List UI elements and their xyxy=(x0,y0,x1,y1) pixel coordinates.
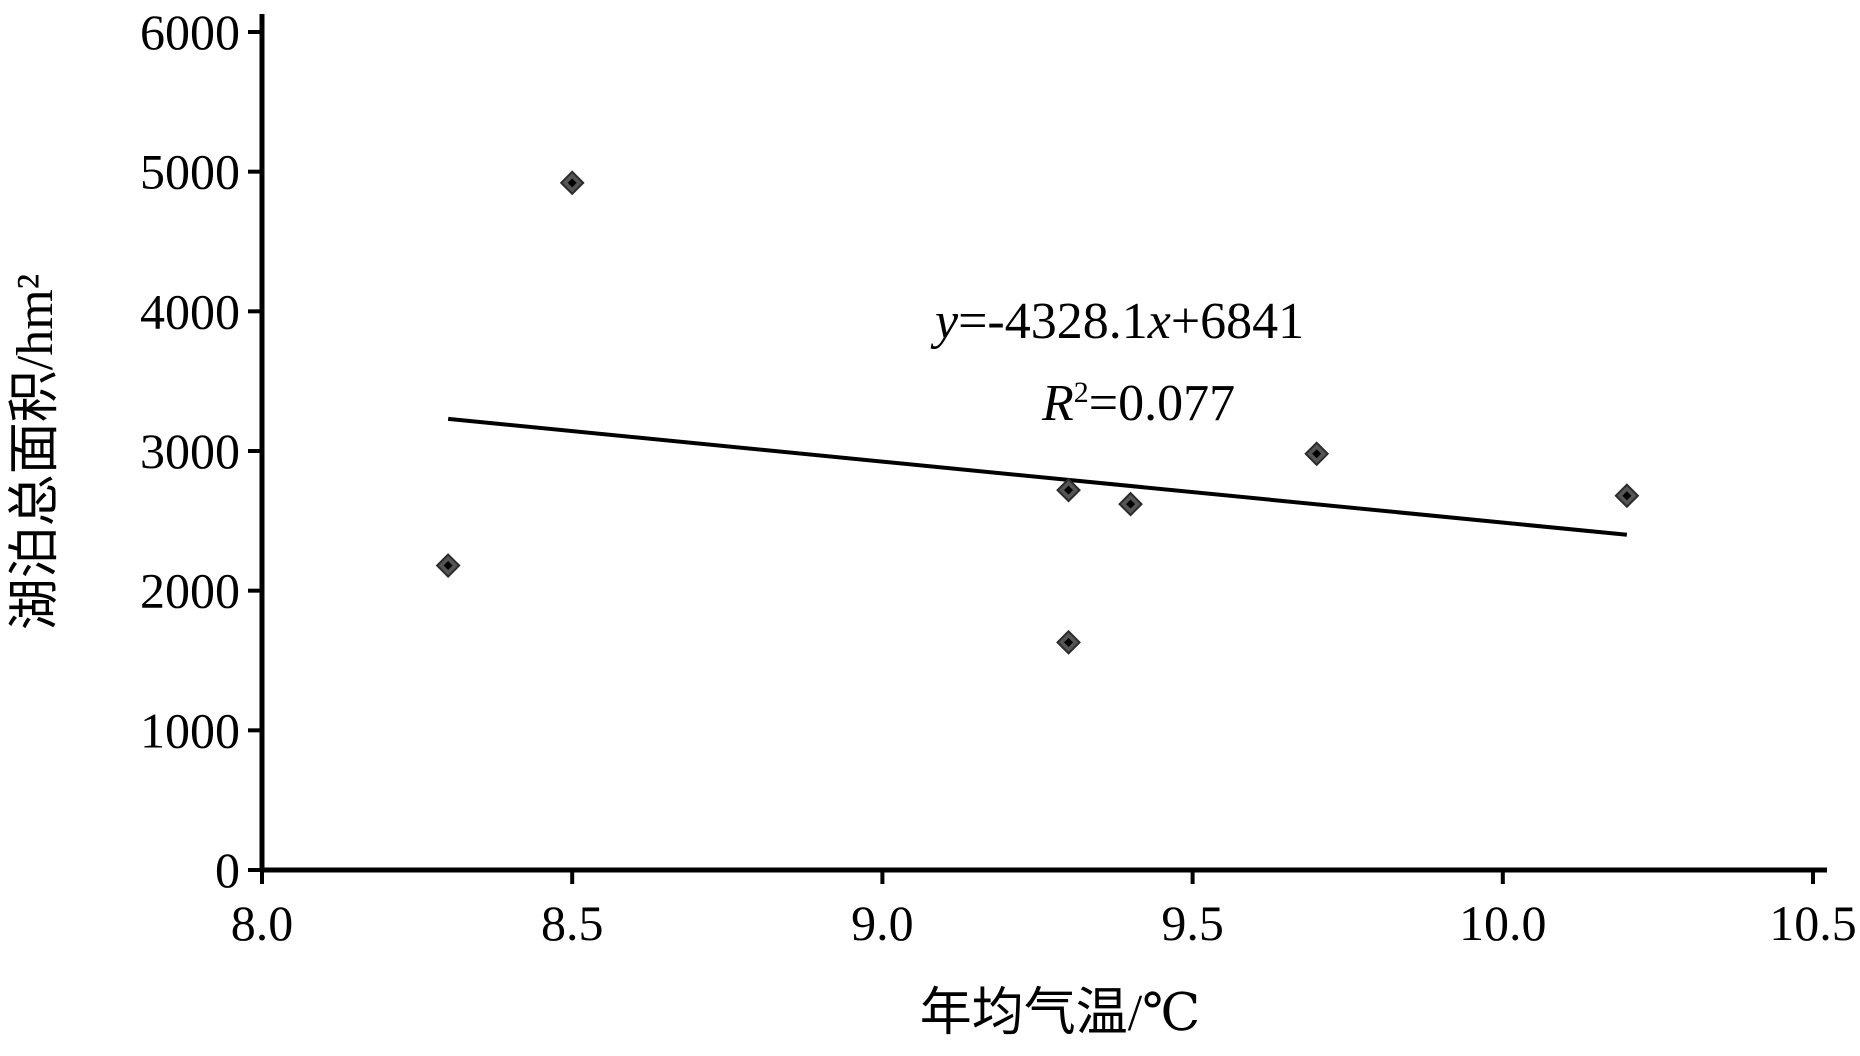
equation-x-symbol: x xyxy=(1147,293,1171,350)
data-point xyxy=(1118,491,1143,517)
r-squared-superscript: 2 xyxy=(1074,376,1089,409)
x-tick-label: 10.0 xyxy=(1459,895,1547,951)
y-tick-label: 2000 xyxy=(140,563,240,619)
r-squared-value: =0.077 xyxy=(1089,375,1235,432)
equation-slope: =-4328.1 xyxy=(958,293,1148,350)
r-symbol: R xyxy=(1041,375,1074,432)
axes xyxy=(259,14,1827,873)
data-point xyxy=(1056,629,1081,655)
x-axis-ticks: 8.0 8.5 9.0 9.5 10.0 10.5 xyxy=(231,870,1857,951)
data-point xyxy=(1056,477,1081,503)
x-tick-label: 8.5 xyxy=(541,895,604,951)
y-tick-label: 3000 xyxy=(140,423,240,479)
data-point xyxy=(435,553,461,578)
y-axis-ticks: 0 1000 2000 3000 4000 5000 6000 xyxy=(140,4,262,898)
data-points xyxy=(435,170,1640,655)
trend-line xyxy=(447,416,1628,537)
trend-equation: y=-4328.1x+6841 xyxy=(930,293,1304,350)
r-squared-label: R2=0.077 xyxy=(1041,375,1235,432)
y-tick-label: 5000 xyxy=(140,144,240,200)
data-point xyxy=(1614,483,1640,509)
equation-intercept: +6841 xyxy=(1171,293,1304,350)
data-point xyxy=(1304,441,1330,467)
y-tick-label: 4000 xyxy=(140,283,240,339)
y-tick-label: 6000 xyxy=(140,4,240,60)
x-tick-label: 9.0 xyxy=(851,895,914,951)
y-tick-label: 1000 xyxy=(140,702,240,758)
x-axis-title: 年均气温/℃ xyxy=(920,985,1201,1042)
y-tick-label: 0 xyxy=(215,842,240,898)
x-tick-label: 10.5 xyxy=(1769,895,1857,951)
x-tick-label: 8.0 xyxy=(231,895,294,951)
data-point xyxy=(559,170,585,196)
y-axis-title: 湖泊总面积/hm² xyxy=(7,274,64,631)
x-tick-label: 9.5 xyxy=(1161,895,1224,951)
equation-y-symbol: y xyxy=(930,293,959,350)
